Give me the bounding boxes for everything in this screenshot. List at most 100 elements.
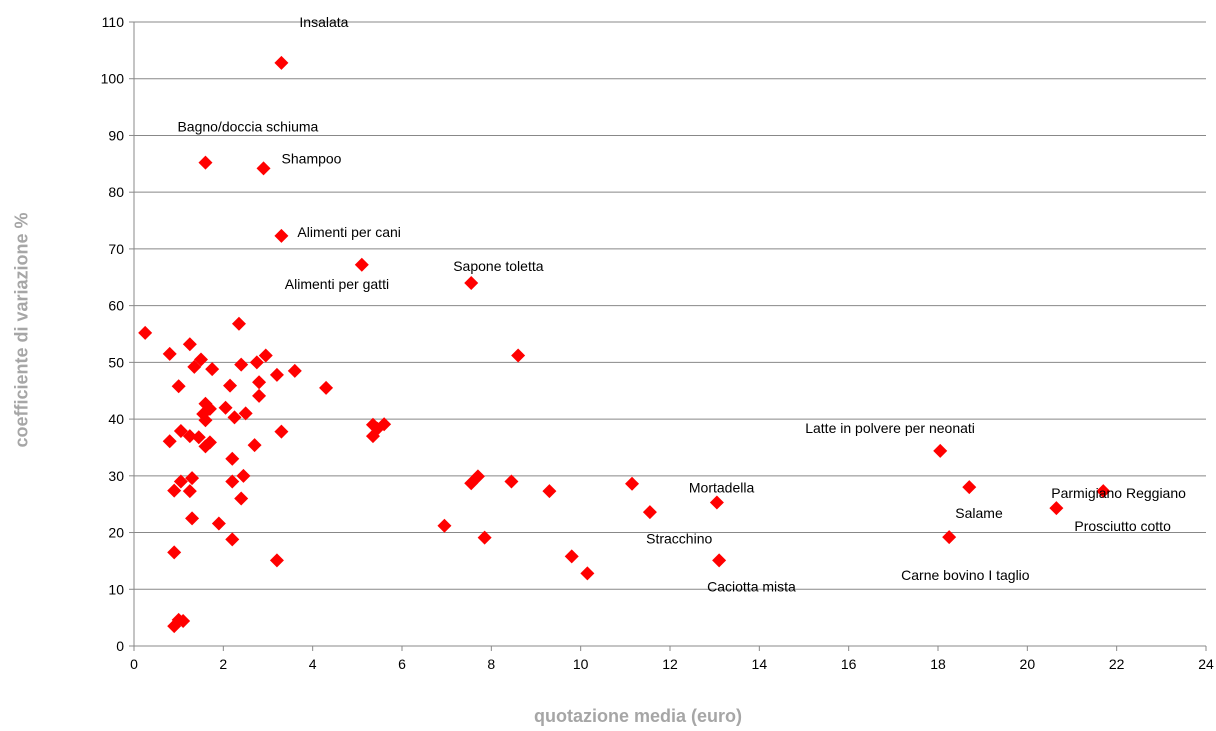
data-point — [709, 495, 724, 510]
point-labels: Bagno/doccia schiuma Shampoo Insalata Alime… — [177, 14, 1186, 594]
y-tick-label: 10 — [108, 581, 124, 597]
x-tick-label: 16 — [841, 656, 857, 672]
data-point — [176, 614, 191, 629]
data-point — [227, 410, 242, 425]
data-point — [234, 357, 249, 372]
data-point — [354, 257, 369, 272]
data-point — [138, 325, 153, 340]
data-point — [252, 375, 267, 390]
data-point — [236, 468, 251, 483]
data-point — [218, 400, 233, 415]
data-point — [249, 355, 264, 370]
x-tick-label: 12 — [662, 656, 678, 672]
data-point — [437, 518, 452, 533]
point-label: Alimenti per cani — [297, 224, 401, 240]
data-point — [580, 566, 595, 581]
gridlines — [134, 21, 1206, 590]
data-point — [1096, 484, 1111, 499]
data-point — [182, 429, 197, 444]
data-point — [191, 430, 206, 445]
data-point — [962, 480, 977, 495]
data-point — [274, 228, 289, 243]
data-point — [182, 484, 197, 499]
data-point — [167, 545, 182, 560]
data-point — [162, 434, 177, 449]
y-tick-label: 80 — [108, 184, 124, 200]
data-point — [511, 348, 526, 363]
data-point — [225, 451, 240, 466]
x-tick-label: 6 — [398, 656, 406, 672]
data-point — [205, 362, 220, 377]
point-label: Stracchino — [646, 530, 712, 546]
point-label: Caciotta mista — [707, 578, 796, 594]
point-label: Latte in polvere per neonati — [805, 420, 975, 436]
data-point — [225, 474, 240, 489]
data-point — [256, 161, 271, 176]
point-label: Alimenti per gatti — [285, 276, 389, 292]
data-point — [542, 484, 557, 499]
point-label: Shampoo — [282, 150, 342, 166]
x-tick-label: 4 — [309, 656, 317, 672]
data-point — [162, 346, 177, 361]
point-label: Insalata — [299, 14, 348, 30]
data-point — [173, 474, 188, 489]
y-tick-label: 70 — [108, 241, 124, 257]
data-point — [171, 379, 186, 394]
data-point — [712, 553, 727, 568]
data-points — [138, 55, 1111, 634]
y-tick-label: 100 — [101, 71, 125, 87]
data-point — [202, 401, 217, 416]
data-point — [933, 443, 948, 458]
data-point — [252, 388, 267, 403]
data-point — [319, 380, 334, 395]
data-point — [247, 438, 262, 453]
data-point — [202, 435, 217, 450]
data-point — [173, 424, 188, 439]
y-tick-label: 110 — [102, 14, 125, 30]
x-axis-label: quotazione media (euro) — [533, 706, 742, 726]
y-tick-label: 30 — [108, 468, 124, 484]
data-point — [238, 406, 253, 421]
x-tick-label: 24 — [1198, 656, 1214, 672]
y-tick-label: 20 — [108, 525, 124, 541]
x-tick-label: 2 — [219, 656, 227, 672]
data-point — [287, 363, 302, 378]
data-point — [642, 505, 657, 520]
data-point — [223, 378, 238, 393]
data-point — [211, 516, 226, 531]
data-point — [269, 553, 284, 568]
data-point — [198, 413, 213, 428]
data-point — [187, 359, 202, 374]
point-label: Parmigiano Reggiano — [1051, 485, 1186, 501]
data-point — [167, 483, 182, 498]
point-label: Sapone toletta — [453, 258, 544, 274]
x-tick-label: 0 — [130, 656, 138, 672]
x-tick-label: 10 — [573, 656, 589, 672]
data-point — [258, 348, 273, 363]
y-tick-label: 60 — [108, 298, 124, 314]
x-tick-label: 22 — [1109, 656, 1125, 672]
data-point — [942, 530, 957, 545]
x-tick-label: 14 — [752, 656, 768, 672]
y-tick-label: 50 — [108, 354, 124, 370]
data-point — [470, 469, 485, 484]
data-point — [274, 55, 289, 70]
data-point — [464, 275, 479, 290]
point-label: Mortadella — [689, 479, 755, 495]
point-label: Prosciutto cotto — [1074, 518, 1171, 534]
data-point — [231, 316, 246, 331]
x-tick-label: 8 — [487, 656, 495, 672]
y-tick-labels: 0 10 20 30 40 50 60 70 80 90 100 110 — [101, 14, 125, 654]
data-point — [194, 352, 208, 367]
data-point — [198, 155, 213, 170]
data-point — [185, 471, 200, 486]
data-point — [274, 424, 289, 439]
y-tick-label: 0 — [116, 638, 124, 654]
axes — [129, 21, 1207, 651]
y-tick-label: 40 — [108, 411, 124, 427]
point-label: Carne bovino I taglio — [901, 567, 1030, 583]
data-point — [269, 367, 284, 382]
point-label: Bagno/doccia schiuma — [177, 119, 318, 135]
data-point — [504, 474, 519, 489]
